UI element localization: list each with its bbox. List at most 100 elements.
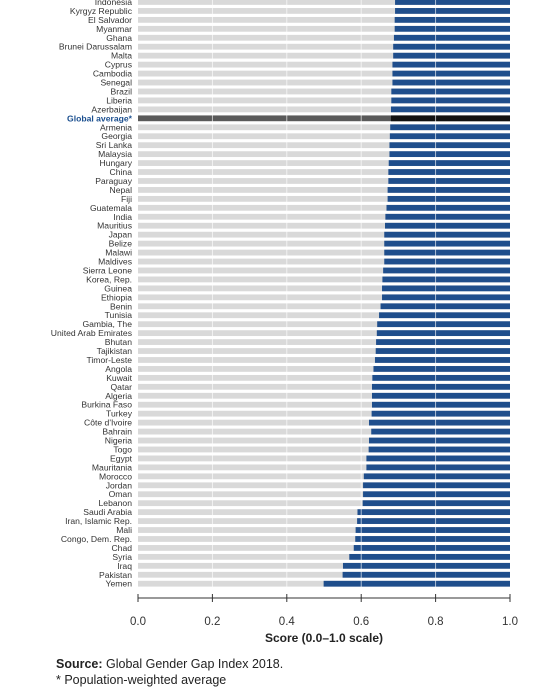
- category-label: El Salvador: [88, 15, 132, 25]
- bar: [375, 348, 510, 354]
- bar-track: [138, 267, 510, 274]
- category-label: Liberia: [106, 95, 132, 105]
- category-label: Benin: [110, 301, 132, 311]
- source-text: Global Gender Gap Index 2018.: [106, 657, 284, 671]
- bar-track: [138, 509, 510, 516]
- bar: [371, 392, 510, 399]
- bar: [393, 43, 510, 50]
- bar-tracks: [138, 0, 510, 587]
- bars: [323, 0, 510, 587]
- bar: [385, 213, 510, 220]
- category-label: Lebanon: [99, 498, 133, 508]
- bar: [369, 437, 510, 444]
- category-label: Qatar: [111, 382, 133, 392]
- category-label: Georgia: [101, 131, 132, 141]
- bar-global-average: [390, 115, 510, 122]
- bar: [385, 222, 510, 229]
- bar: [357, 509, 510, 516]
- bar-track: [138, 527, 510, 533]
- category-label: Bhutan: [105, 337, 132, 347]
- bar-track: [138, 366, 510, 372]
- bar-track: [138, 43, 510, 50]
- category-label: Nepal: [110, 185, 133, 195]
- category-label: Mauritius: [97, 221, 132, 231]
- bar-track: [138, 500, 510, 507]
- bar: [384, 231, 510, 238]
- bar: [395, 8, 510, 14]
- bar-track: [138, 151, 510, 158]
- category-label: Iran, Islamic Rep.: [65, 516, 132, 526]
- bar-track: [138, 482, 510, 489]
- category-label: Bahrain: [102, 427, 132, 437]
- bar-track: [138, 303, 510, 310]
- bar: [388, 169, 510, 175]
- bar-track: [138, 339, 510, 345]
- bar: [362, 500, 510, 507]
- category-label: Tunisia: [105, 310, 133, 320]
- category-label: Morocco: [99, 471, 132, 481]
- bar: [355, 536, 510, 542]
- category-label: Gambia, The: [82, 319, 132, 329]
- x-tick-label: 0.8: [428, 616, 444, 628]
- x-tick-label: 0.4: [279, 616, 296, 628]
- category-label: Saudi Arabia: [83, 507, 132, 517]
- bar: [342, 571, 510, 578]
- bar-track: [138, 536, 510, 542]
- x-tick-label: 0.0: [130, 616, 146, 628]
- bar-track: [138, 231, 510, 238]
- bar-track: [138, 249, 510, 256]
- bar: [377, 321, 510, 328]
- category-label: Indonesia: [95, 0, 132, 7]
- bar-track: [138, 169, 510, 175]
- bar-track: [138, 276, 510, 283]
- bar-track: [138, 464, 510, 471]
- bar-track: [138, 61, 510, 68]
- bar-track: [138, 491, 510, 498]
- bar: [389, 151, 510, 158]
- bar-track: [138, 106, 510, 113]
- category-label: Brunei Darussalam: [59, 42, 132, 52]
- bar: [353, 545, 510, 551]
- bar: [389, 133, 510, 140]
- bar-track: [138, 562, 510, 569]
- bar-track: [138, 330, 510, 337]
- bar-track: [138, 8, 510, 14]
- bar: [369, 419, 510, 426]
- bar: [376, 330, 510, 337]
- bar: [395, 0, 510, 5]
- bar: [392, 79, 510, 86]
- category-label: Pakistan: [99, 570, 132, 580]
- category-label: Tajikistan: [97, 346, 133, 356]
- bar-track: [138, 79, 510, 86]
- bar-track: [138, 545, 510, 551]
- category-label: Jordan: [106, 480, 132, 490]
- bar: [371, 410, 510, 417]
- bar: [371, 401, 510, 408]
- category-label: Iraq: [117, 561, 132, 571]
- bar: [384, 249, 510, 256]
- bar-track: [138, 428, 510, 435]
- x-tick-label: 0.6: [353, 616, 369, 628]
- bar-track: [138, 410, 510, 417]
- category-label: Mauritania: [92, 462, 132, 472]
- bar-track: [138, 187, 510, 193]
- bar: [387, 187, 510, 193]
- bar: [384, 258, 510, 265]
- x-tick-label: 1.0: [502, 616, 518, 628]
- category-label: Togo: [113, 444, 132, 454]
- bar-track: [138, 16, 510, 23]
- bar-track: [138, 357, 510, 363]
- category-label: Korea, Rep.: [86, 274, 132, 284]
- bar: [371, 428, 510, 435]
- category-label: Maldives: [98, 257, 132, 267]
- category-label: Nigeria: [105, 436, 132, 446]
- bar: [372, 374, 510, 381]
- bar: [342, 562, 510, 569]
- bar: [323, 580, 510, 587]
- category-label: China: [110, 167, 133, 177]
- bar-track: [138, 518, 510, 524]
- bar: [392, 70, 510, 77]
- category-label: Malta: [111, 51, 132, 61]
- x-axis: 0.0 0.2 0.4 0.6 0.8 1.0: [130, 594, 518, 628]
